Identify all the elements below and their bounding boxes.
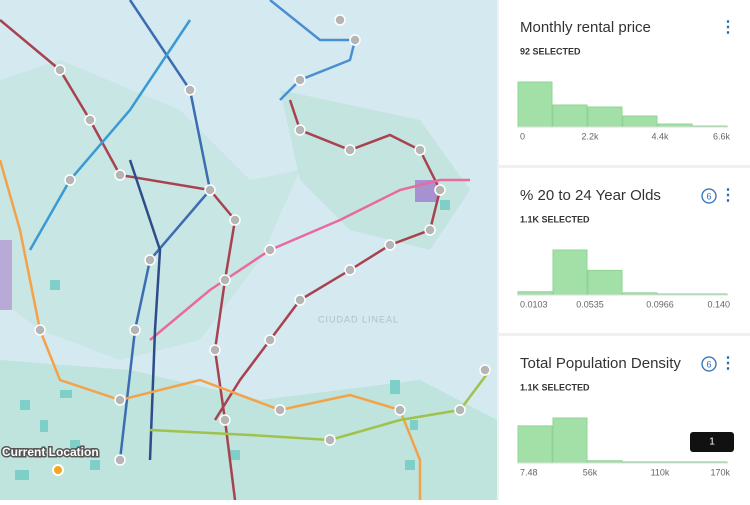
stations bbox=[34, 14, 491, 466]
axis-label: 0.140 bbox=[707, 299, 730, 309]
area bbox=[0, 240, 12, 310]
axis-label: 7.48 bbox=[520, 467, 538, 477]
axis-label: 56k bbox=[583, 467, 598, 477]
histogram-bar bbox=[552, 417, 588, 464]
area bbox=[0, 360, 497, 500]
area bbox=[280, 90, 470, 250]
badge-text: 6 bbox=[706, 359, 711, 369]
blocks bbox=[15, 200, 450, 480]
axis-label: 0.0535 bbox=[576, 299, 604, 309]
axis-label: 110k bbox=[651, 467, 670, 477]
menu-icon[interactable]: ⋮ bbox=[720, 355, 736, 372]
widget-card bbox=[499, 168, 750, 333]
histogram-bar bbox=[587, 269, 623, 296]
axis-label: 6.6k bbox=[713, 131, 731, 141]
selected-count: 1.1K SELECTED bbox=[520, 214, 590, 224]
badge[interactable] bbox=[701, 356, 717, 372]
histogram-bar bbox=[517, 425, 553, 464]
axis-label: 0.0966 bbox=[646, 299, 674, 309]
widget-title: Total Population Density bbox=[520, 355, 681, 372]
axis-label: 170k bbox=[710, 467, 730, 477]
menu-icon[interactable]: ⋮ bbox=[720, 187, 736, 204]
tooltip bbox=[690, 432, 734, 452]
histogram-bar bbox=[552, 249, 588, 296]
widget-title: Monthly rental price bbox=[520, 19, 651, 36]
histogram-bar bbox=[517, 81, 553, 128]
widgets: Monthly rental price 92 SELECTED ⋮ 0 2.2k 4.4… bbox=[499, 0, 750, 501]
histogram-bar bbox=[587, 106, 623, 128]
histogram-bar bbox=[552, 104, 588, 128]
location-dot bbox=[52, 464, 64, 476]
district-label: CIUDAD LINEAL bbox=[318, 314, 399, 324]
badge-text: 6 bbox=[706, 191, 711, 201]
widget-card bbox=[499, 336, 750, 501]
selected-count: 92 SELECTED bbox=[520, 46, 581, 56]
selected-count: 1.1K SELECTED bbox=[520, 382, 590, 392]
menu-icon[interactable]: ⋮ bbox=[720, 19, 736, 36]
location-label: Current Location bbox=[2, 445, 99, 459]
axis-label: 2.2k bbox=[581, 131, 599, 141]
axis-label: 0 bbox=[520, 131, 525, 141]
axis-label: 0.0103 bbox=[520, 299, 548, 309]
badge[interactable] bbox=[701, 188, 717, 204]
map[interactable]: CIUDAD LINEAL Current Location bbox=[0, 0, 497, 501]
axis-label: 4.4k bbox=[651, 131, 669, 141]
histogram-bar bbox=[622, 115, 658, 128]
widget-title: % 20 to 24 Year Olds bbox=[520, 187, 661, 204]
tooltip-text: 1 bbox=[709, 437, 715, 448]
